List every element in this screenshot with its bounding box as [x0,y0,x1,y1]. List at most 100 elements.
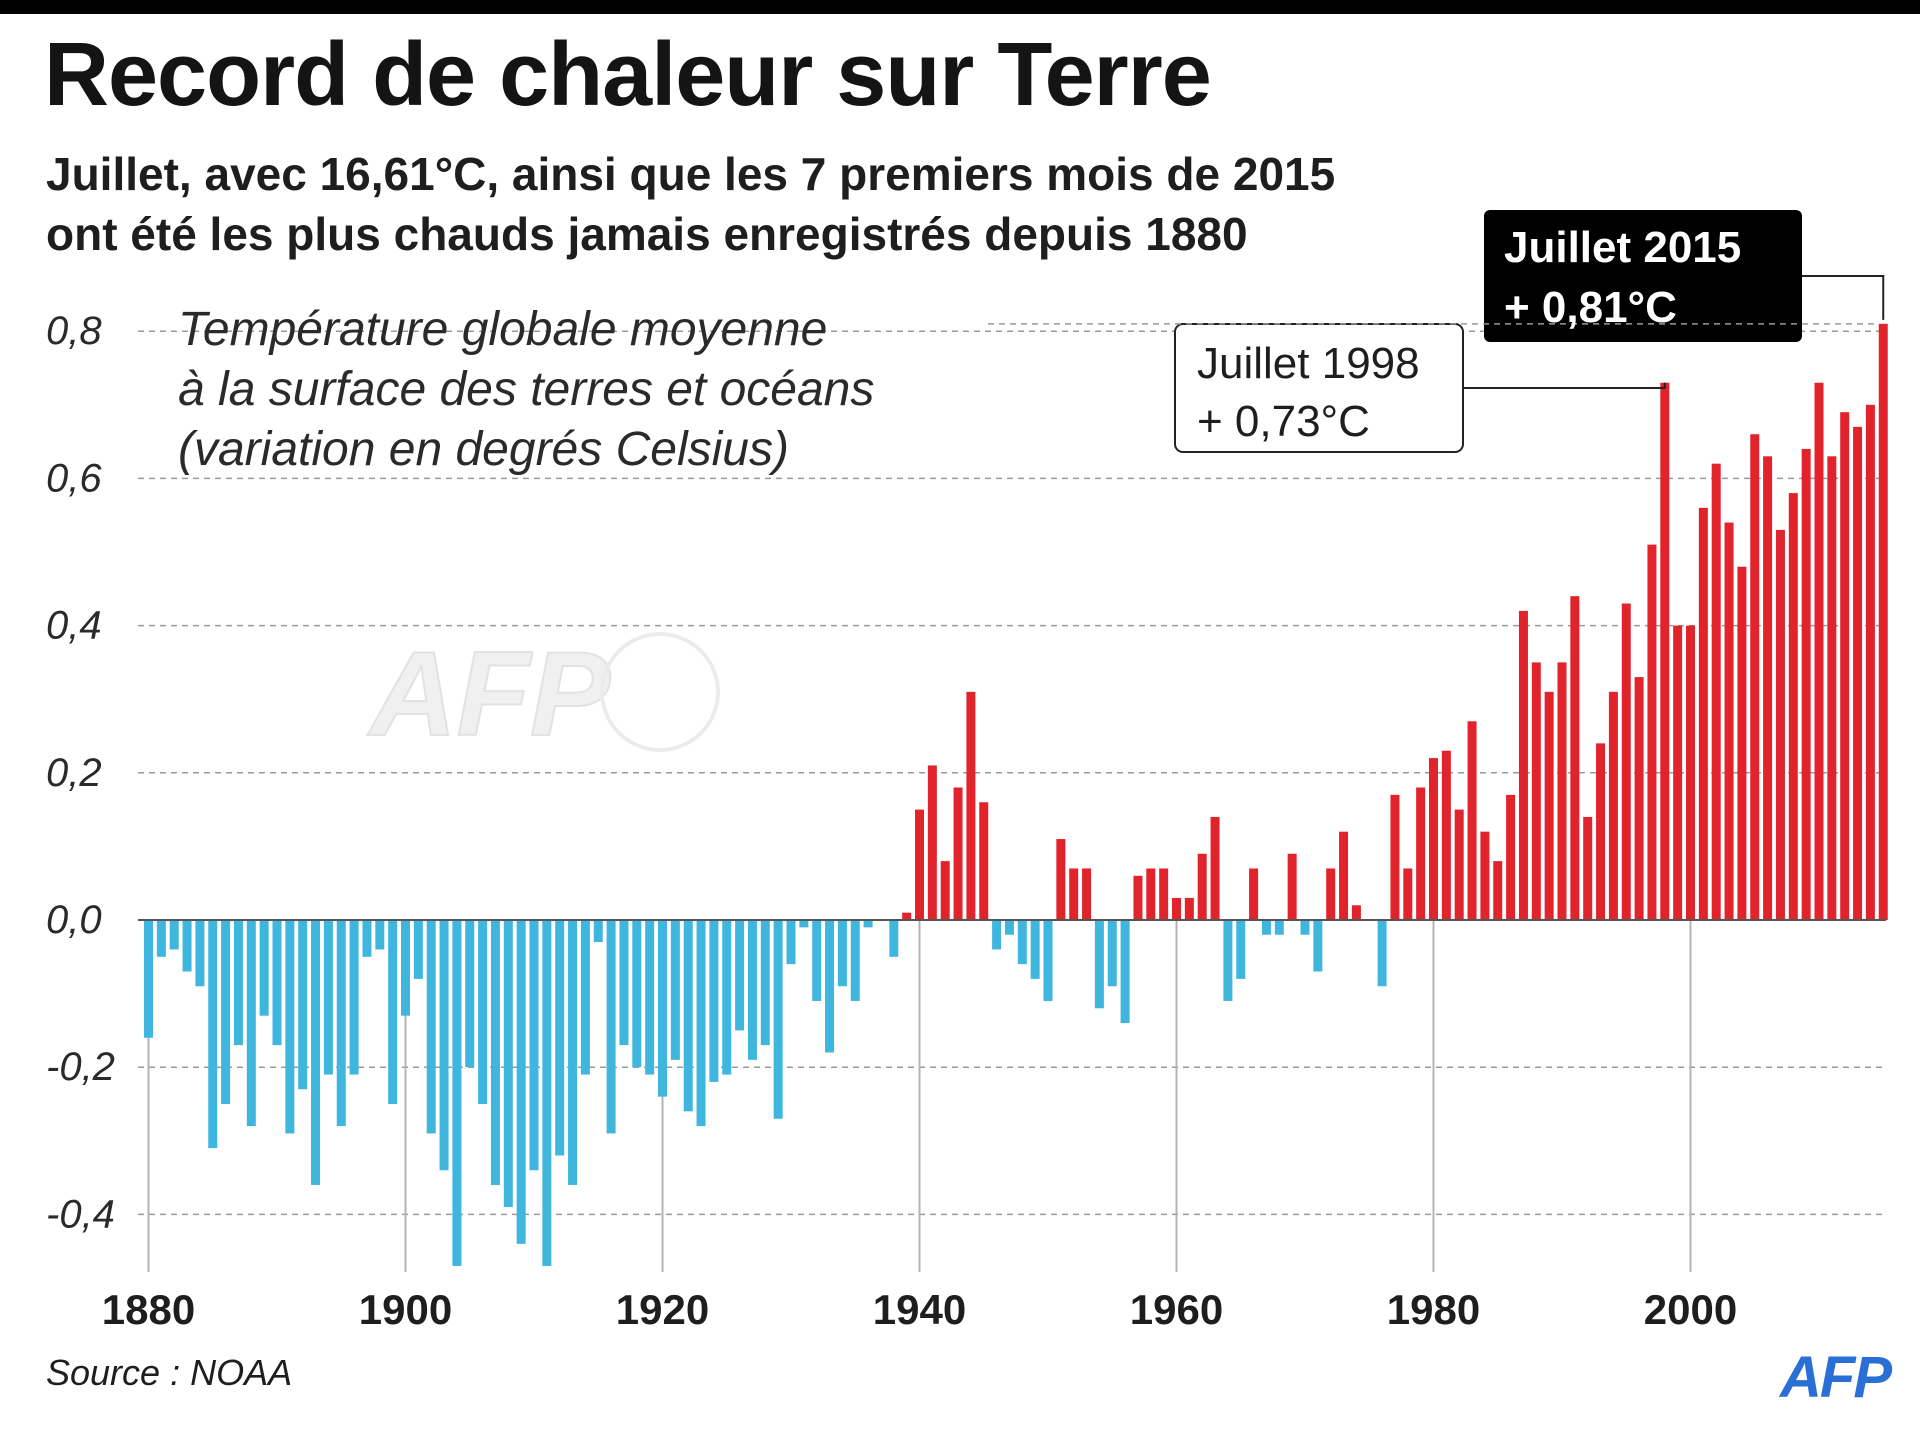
bar-1960 [1172,897,1181,920]
bar-1940 [915,809,924,920]
bar-2003 [1724,522,1734,920]
bar-1978 [1403,868,1413,920]
bar-1989 [1544,691,1554,920]
bar-1974 [1351,905,1361,920]
bar-1999 [1673,625,1683,920]
bar-1991 [1570,596,1580,920]
bar-1889 [259,920,269,1016]
bar-1910 [529,920,539,1171]
bar-1933 [825,920,835,1053]
annotation-2015-value: + 0,81°C [1504,283,1677,332]
bar-1997 [1647,544,1657,920]
bar-1992 [1583,816,1593,920]
bar-1886 [221,920,231,1104]
bar-1972 [1326,868,1336,920]
bar-1993 [1596,743,1606,920]
bar-1958 [1146,868,1156,920]
bar-1957 [1133,875,1143,920]
bar-1979 [1416,787,1426,920]
bar-1961 [1184,897,1194,920]
bar-1884 [195,920,205,987]
bar-1943 [953,787,963,920]
annotation-1998-label: Juillet 1998 [1197,339,1420,388]
legend-line: (variation en degrés Celsius) [178,423,789,476]
bar-1946 [992,920,1002,950]
bar-1890 [272,920,282,1046]
bar-1930 [786,920,796,965]
bar-1994 [1608,691,1618,920]
x-tick-label: 1880 [102,1286,195,1333]
bar-1918 [632,920,642,1068]
x-tick-label: 1900 [359,1286,452,1333]
x-tick-label: 1920 [616,1286,709,1333]
bar-1947 [1004,920,1014,935]
bar-1931 [799,920,809,928]
bar-1982 [1454,809,1464,920]
bar-2008 [1788,493,1798,920]
bar-1907 [490,920,500,1185]
bar-1990 [1557,662,1567,920]
bar-1898 [375,920,385,950]
bar-1906 [478,920,488,1104]
bar-1909 [516,920,526,1244]
bar-1944 [966,691,976,920]
bar-1925 [722,920,732,1075]
y-tick-label: -0,2 [46,1045,115,1089]
bar-1891 [285,920,295,1134]
bar-1968 [1274,920,1284,935]
bar-1899 [388,920,398,1104]
y-tick-label: 0,6 [46,456,102,500]
bar-1988 [1531,662,1541,920]
bar-1981 [1441,750,1451,920]
bar-1920 [658,920,667,1097]
bar-1905 [465,920,475,1068]
bar-1998 [1660,382,1670,921]
bar-1921 [670,920,680,1060]
bar-1912 [555,920,565,1156]
bar-1928 [760,920,770,1046]
bar-1980 [1429,758,1438,920]
bar-1941 [927,765,937,920]
bar-2001 [1698,507,1708,920]
bar-1945 [979,802,989,920]
bar-1911 [542,920,552,1266]
bar-1986 [1506,794,1516,920]
bar-1929 [773,920,783,1119]
bar-1901 [413,920,423,979]
bar-1924 [709,920,719,1082]
bar-1966 [1249,868,1259,920]
bar-1887 [233,920,243,1046]
bar-1888 [246,920,256,1127]
bar-1956 [1120,920,1130,1024]
bar-1987 [1518,610,1528,920]
x-tick-label: 1980 [1387,1286,1480,1333]
bar-1894 [323,920,333,1075]
annotation-1998-leader [1463,382,1666,389]
bar-2012 [1840,412,1850,920]
bar-2005 [1750,434,1760,920]
bar-1967 [1261,920,1271,935]
bar-1902 [426,920,436,1134]
bar-1904 [452,920,462,1266]
x-tick-label: 1960 [1130,1286,1223,1333]
bar-1927 [747,920,757,1060]
bar-2004 [1737,566,1747,920]
legend-line: Température globale moyenne [178,303,827,356]
bar-1955 [1107,920,1117,987]
bar-1953 [1082,868,1092,920]
bar-2011 [1827,456,1837,920]
bar-2013 [1853,426,1863,920]
subtitle-line-2: ont été les plus chauds jamais enregistr… [46,208,1248,260]
watermark: AFP [367,627,611,761]
bar-1915 [593,920,603,943]
bar-1903 [439,920,449,1171]
bar-1935 [850,920,860,1001]
bar-1914 [580,920,590,1075]
page-title: Record de chaleur sur Terre [44,25,1212,125]
source-note: Source : NOAA [46,1352,293,1393]
bar-1934 [837,920,847,987]
top-bar [0,0,1920,14]
annotation-2015-leader [1802,275,1885,320]
bar-1996 [1634,677,1644,920]
